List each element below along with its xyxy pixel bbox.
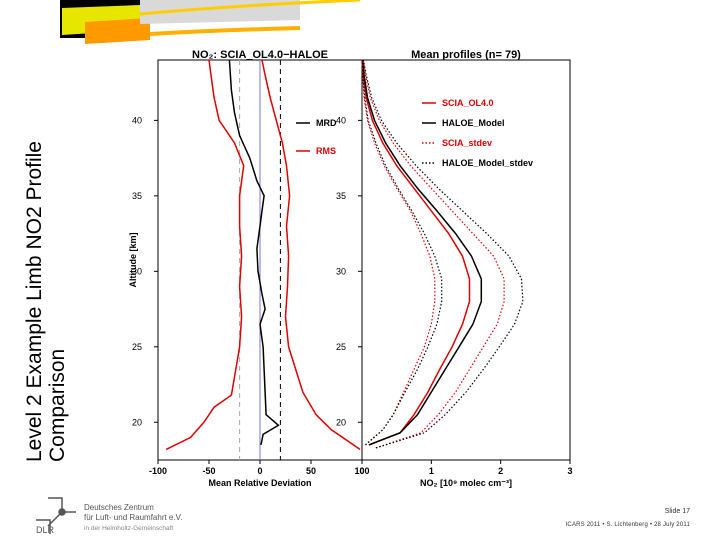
x-tick-label: 50 [306, 466, 316, 476]
legend-entry: HALOE_Model_stdev [442, 158, 533, 168]
y-tick-label: 25 [132, 342, 142, 352]
y-tick-label: 40 [132, 115, 142, 125]
y-tick-label: 25 [336, 342, 346, 352]
y-tick-label: 30 [336, 266, 346, 276]
charts-panel: NO₂: SCIA_OL4.0−HALOE Mean Relative Devia… [128, 49, 573, 488]
series-line [361, 59, 471, 446]
series-line [362, 59, 524, 449]
logo-line: in der Helmholtz-Gemeinschaft [84, 525, 173, 532]
slide-number: Slide 17 [664, 508, 690, 515]
x-tick-label: -50 [202, 466, 215, 476]
series-line [228, 59, 280, 446]
logo-line: Deutsches Zentrum [84, 503, 154, 512]
x-tick-label: 100 [354, 466, 369, 476]
slide-title-line2: Comparison [46, 349, 69, 462]
x-tick-label: 2 [498, 466, 503, 476]
x-tick-label: 0 [359, 466, 364, 476]
footer-info: ICARS 2011 • S. Lichtenberg • 28 July 20… [565, 522, 690, 528]
chart-mrd: NO₂: SCIA_OL4.0−HALOE Mean Relative Devia… [128, 49, 370, 488]
legend-entry: MRD [316, 118, 337, 128]
series-line [261, 59, 361, 451]
series-line [361, 59, 483, 446]
series-line [361, 59, 443, 446]
y-tick-label: 20 [132, 417, 142, 427]
slide-title: Level 2 Example Limb NO2 Profile Compari… [23, 141, 69, 462]
x-tick-label: 3 [567, 466, 572, 476]
x-tick-label: 1 [429, 466, 434, 476]
y-tick-label: 40 [336, 115, 346, 125]
y-tick-label: 35 [336, 191, 346, 201]
legend-entry: SCIA_OL4.0 [442, 98, 494, 108]
dlr-logo: DLR Deutsches Zentrum für Luft- und Raum… [36, 497, 182, 535]
x-tick-label: 0 [257, 466, 262, 476]
series-line [361, 59, 436, 446]
legend-entry: SCIA_stdev [442, 138, 492, 148]
chart-title: NO₂: SCIA_OL4.0−HALOE [192, 49, 328, 61]
y-axis-label: Altitude [km] [128, 232, 138, 287]
x-tick-label: -100 [149, 466, 167, 476]
series-line [165, 59, 245, 451]
y-tick-label: 30 [132, 266, 142, 276]
y-tick-label: 35 [132, 191, 142, 201]
slide-title-line1: Level 2 Example Limb NO2 Profile [23, 141, 46, 462]
chart-title: Mean profiles (n= 79) [411, 49, 521, 61]
chart-mean-profiles: Mean profiles (n= 79) NO₂ [10⁹ molec cm⁻³… [336, 49, 573, 488]
header-banner [0, 0, 720, 62]
legend-entry: RMS [316, 146, 336, 156]
legend-entry: HALOE_Model [442, 118, 505, 128]
x-axis-label: NO₂ [10⁹ molec cm⁻³] [420, 478, 512, 488]
plot-frame [361, 59, 571, 461]
x-axis-label: Mean Relative Deviation [208, 478, 311, 488]
logo-acronym: DLR [36, 525, 55, 535]
logo-line: für Luft- und Raumfahrt e.V. [84, 513, 182, 522]
y-tick-label: 20 [336, 417, 346, 427]
